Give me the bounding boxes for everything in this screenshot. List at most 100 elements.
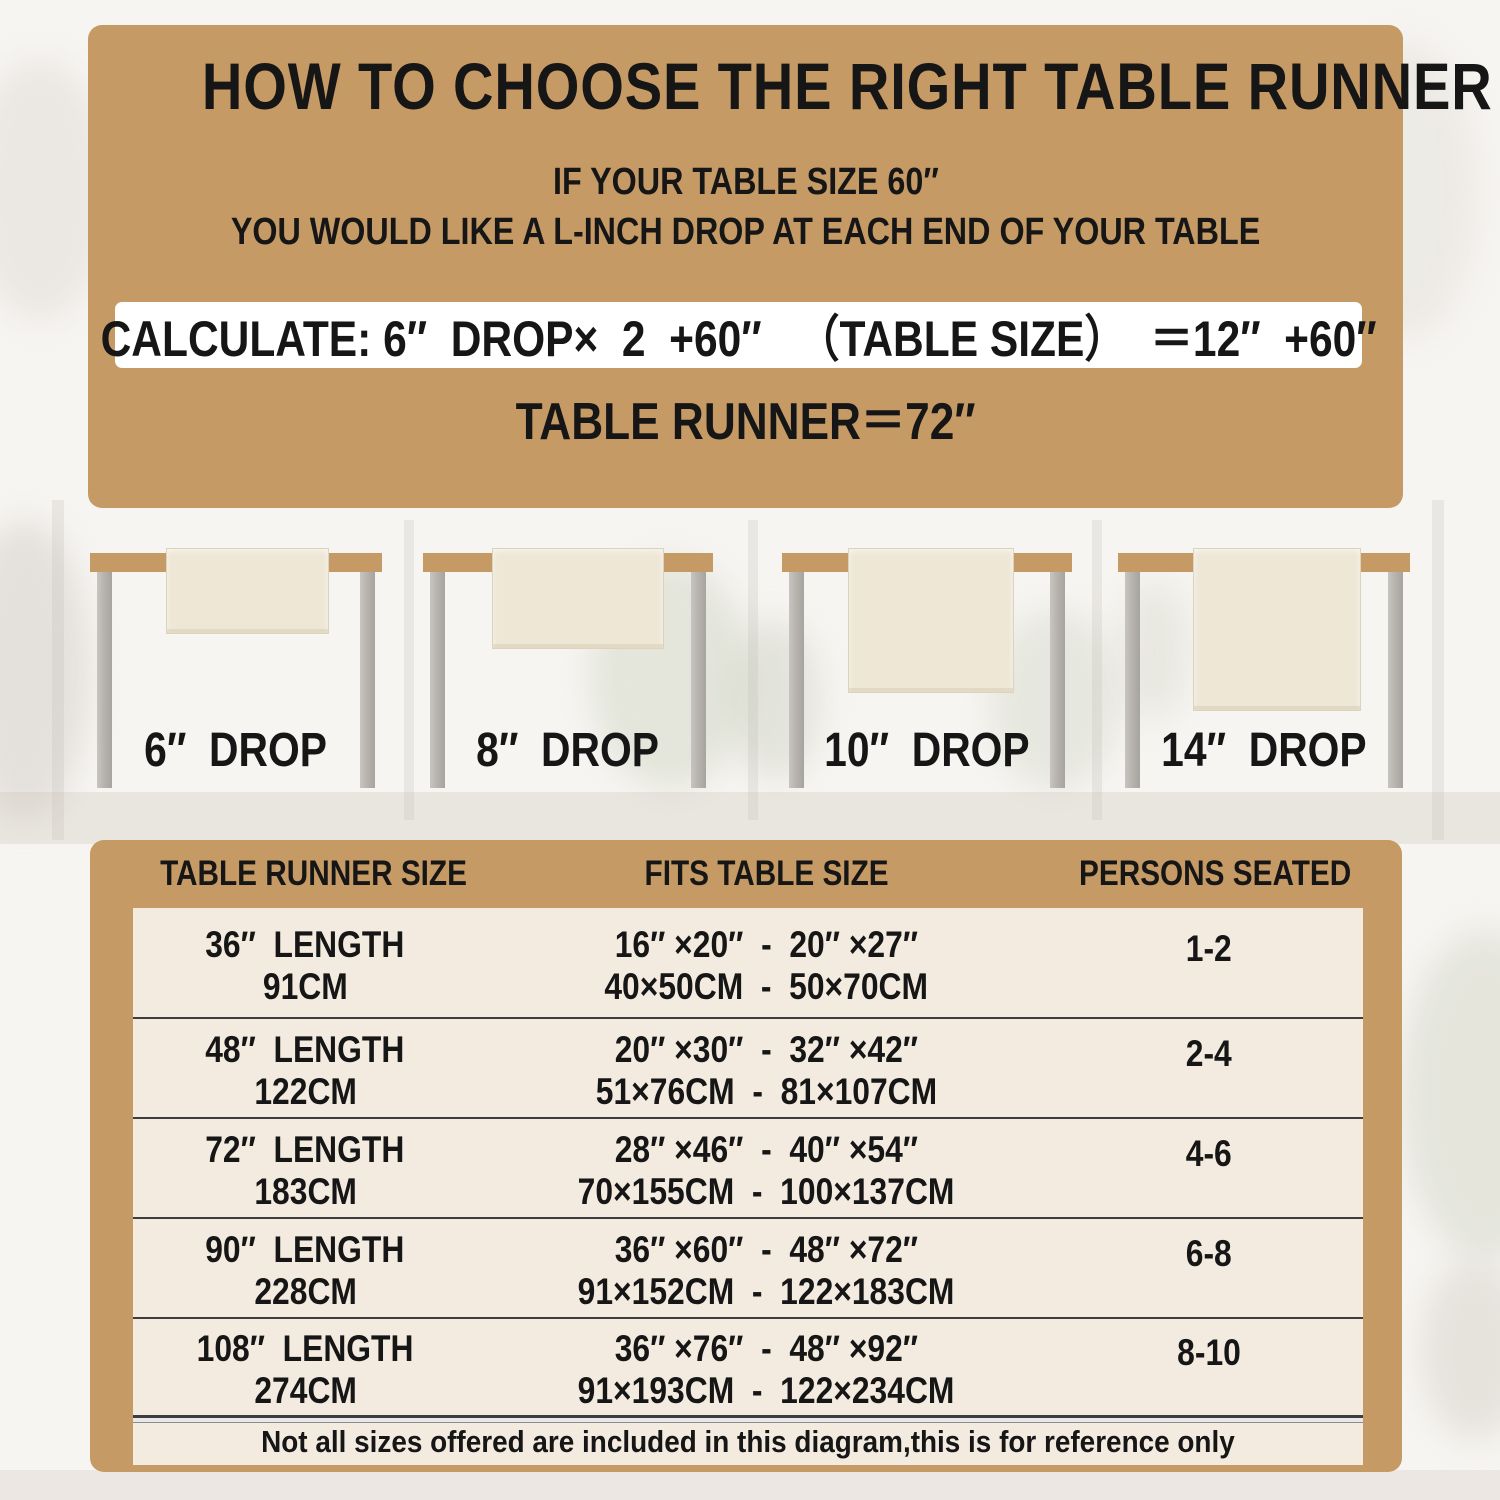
runner-length-in: 72″ LENGTH [205, 1129, 405, 1170]
fits-size-cell: 20″ ×30″ - 32″ ×42″ 51×76CM - 81×107CM [477, 1019, 1055, 1117]
fits-size-in: 20″ ×30″ - 32″ ×42″ [614, 1029, 919, 1070]
fits-size-cm: 91×152CM - 122×183CM [578, 1271, 955, 1312]
fits-size-cell: 16″ ×20″ - 20″ ×27″ 40×50CM - 50×70CM [477, 908, 1055, 1017]
runner-length-cm: 274CM [253, 1370, 357, 1411]
bg-window-frame [1432, 500, 1444, 840]
col-header-fits-table: FITS TABLE SIZE [477, 852, 1055, 896]
table-leg-icon [430, 572, 445, 788]
drop-diagram-10in: 10″ DROP [782, 545, 1072, 805]
bg-floor [0, 1470, 1500, 1500]
fits-size-cell: 36″ ×76″ - 48″ ×92″ 91×193CM - 122×234CM [477, 1319, 1055, 1415]
table-runner-icon [492, 548, 664, 649]
size-chart-panel: TABLE RUNNER SIZE FITS TABLE SIZE PERSON… [90, 840, 1402, 1472]
table-leg-icon [1125, 572, 1140, 788]
drop-label: 10″ DROP [782, 725, 1072, 777]
size-row-90: 90″ LENGTH 228CM 36″ ×60″ - 48″ ×72″ 91×… [133, 1219, 1363, 1319]
size-row-108: 108″ LENGTH 274CM 36″ ×76″ - 48″ ×92″ 91… [133, 1319, 1363, 1417]
persons-cell: 8-10 [1055, 1319, 1363, 1415]
runner-length-in: 36″ LENGTH [205, 923, 405, 965]
fits-size-in: 36″ ×76″ - 48″ ×92″ [614, 1328, 919, 1369]
bg-table-surface [0, 792, 1500, 844]
runner-length-in: 108″ LENGTH [196, 1328, 414, 1369]
table-runner-icon [1193, 548, 1361, 711]
runner-length-cm: 91CM [262, 965, 348, 1007]
persons-value: 6-8 [1186, 1233, 1233, 1274]
subtitle-line2: YOU WOULD LIKE A L-INCH DROP AT EACH END… [88, 209, 1403, 255]
bg-plant-blob [1400, 930, 1500, 1260]
persons-value: 2-4 [1186, 1033, 1233, 1074]
drop-label-text: 6″ DROP [144, 724, 328, 777]
size-row-48: 48″ LENGTH 122CM 20″ ×30″ - 32″ ×42″ 51×… [133, 1019, 1363, 1119]
fits-size-cell: 28″ ×46″ - 40″ ×54″ 70×155CM - 100×137CM [477, 1119, 1055, 1217]
runner-length-cm: 183CM [253, 1171, 357, 1212]
runner-size-cell: 90″ LENGTH 228CM [133, 1219, 477, 1317]
runner-length-in: 90″ LENGTH [205, 1229, 405, 1270]
drop-diagram-8in: 8″ DROP [423, 545, 713, 805]
drop-label-text: 14″ DROP [1161, 724, 1367, 777]
size-chart-footnote-text: Not all sizes offered are included in th… [261, 1424, 1235, 1459]
runner-length-cm: 122CM [253, 1071, 357, 1112]
calculation-formula: CALCULATE: 6″ DROP× 2 +60″ （TABLE SIZE） … [100, 311, 1377, 367]
subtitle-line1: IF YOUR TABLE SIZE 60″ [88, 159, 1403, 205]
subtitle-line2-text: YOU WOULD LIKE A L-INCH DROP AT EACH END… [230, 211, 1261, 253]
persons-cell: 6-8 [1055, 1219, 1363, 1317]
calculation-result: TABLE RUNNER＝72″ [88, 392, 1403, 452]
fits-size-cm: 70×155CM - 100×137CM [578, 1171, 955, 1212]
drop-label: 6″ DROP [90, 725, 382, 777]
fits-size-cell: 36″ ×60″ - 48″ ×72″ 91×152CM - 122×183CM [477, 1219, 1055, 1317]
persons-cell: 1-2 [1055, 908, 1363, 1017]
page-title: HOW TO CHOOSE THE RIGHT TABLE RUNNER [88, 46, 1492, 126]
col-header-runner-size-text: TABLE RUNNER SIZE [160, 854, 467, 893]
fits-size-in: 36″ ×60″ - 48″ ×72″ [614, 1229, 919, 1270]
size-chart-body: 36″ LENGTH 91CM 16″ ×20″ - 20″ ×27″ 40×5… [133, 908, 1363, 1465]
runner-size-cell: 108″ LENGTH 274CM [133, 1319, 477, 1415]
table-leg-icon [97, 572, 112, 788]
col-header-persons: PERSONS SEATED [1055, 852, 1363, 896]
bg-window-frame [1092, 520, 1102, 820]
fits-size-cm: 40×50CM - 50×70CM [604, 965, 929, 1007]
persons-value: 1-2 [1186, 927, 1233, 969]
persons-cell: 2-4 [1055, 1019, 1363, 1117]
table-leg-icon [1050, 572, 1065, 788]
table-leg-icon [691, 572, 706, 788]
bg-plant-blob [730, 620, 820, 780]
size-row-36: 36″ LENGTH 91CM 16″ ×20″ - 20″ ×27″ 40×5… [133, 908, 1363, 1019]
size-chart-footnote: Not all sizes offered are included in th… [133, 1417, 1363, 1466]
table-runner-icon [166, 548, 329, 634]
size-row-72: 72″ LENGTH 183CM 28″ ×46″ - 40″ ×54″ 70×… [133, 1119, 1363, 1219]
table-leg-icon [1388, 572, 1403, 788]
persons-cell: 4-6 [1055, 1119, 1363, 1217]
table-runner-icon [848, 548, 1014, 693]
runner-size-cell: 48″ LENGTH 122CM [133, 1019, 477, 1117]
drop-label-text: 10″ DROP [824, 724, 1030, 777]
bg-plant-blob [1420, 1260, 1500, 1440]
bg-window-frame [748, 520, 758, 820]
persons-value: 4-6 [1186, 1133, 1233, 1174]
instructions-panel: HOW TO CHOOSE THE RIGHT TABLE RUNNER IF … [88, 25, 1492, 508]
col-header-fits-table-text: FITS TABLE SIZE [644, 854, 889, 893]
drop-label: 8″ DROP [423, 725, 713, 777]
drop-diagram-6in: 6″ DROP [90, 545, 382, 805]
col-header-runner-size: TABLE RUNNER SIZE [133, 852, 477, 896]
runner-size-cell: 72″ LENGTH 183CM [133, 1119, 477, 1217]
page-title-text: HOW TO CHOOSE THE RIGHT TABLE RUNNER [201, 49, 1493, 123]
size-chart-header-row: TABLE RUNNER SIZE FITS TABLE SIZE PERSON… [133, 852, 1363, 896]
fits-size-cm: 91×193CM - 122×234CM [578, 1370, 955, 1411]
drop-diagram-14in: 14″ DROP [1118, 545, 1410, 805]
fits-size-in: 16″ ×20″ - 20″ ×27″ [614, 923, 919, 965]
calculation-strip: CALCULATE: 6″ DROP× 2 +60″ （TABLE SIZE） … [100, 302, 1377, 368]
col-header-persons-text: PERSONS SEATED [1079, 854, 1352, 893]
runner-size-cell: 36″ LENGTH 91CM [133, 908, 477, 1017]
fits-size-in: 28″ ×46″ - 40″ ×54″ [614, 1129, 919, 1170]
drop-label-text: 8″ DROP [476, 724, 660, 777]
fits-size-cm: 51×76CM - 81×107CM [595, 1071, 938, 1112]
persons-value: 8-10 [1177, 1332, 1242, 1373]
subtitle-line1-text: IF YOUR TABLE SIZE 60″ [552, 161, 939, 203]
bg-window-frame [404, 520, 414, 820]
bg-window-frame [52, 500, 64, 840]
drop-label: 14″ DROP [1118, 725, 1410, 777]
table-leg-icon [360, 572, 375, 788]
runner-length-cm: 228CM [253, 1271, 357, 1312]
calculation-result-text: TABLE RUNNER＝72″ [515, 393, 976, 451]
runner-length-in: 48″ LENGTH [205, 1029, 405, 1070]
